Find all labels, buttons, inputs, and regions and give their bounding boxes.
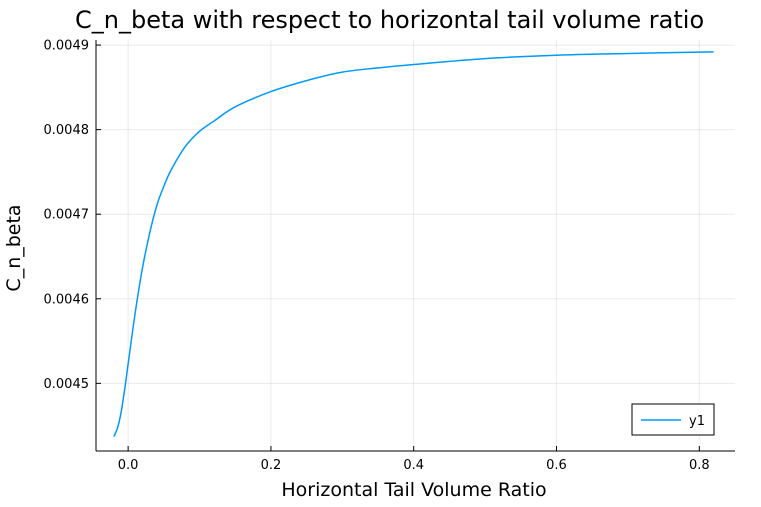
x-tick-label: 0.6 [546, 458, 567, 473]
chart-title: C_n_beta with respect to horizontal tail… [75, 6, 704, 34]
y-tick-label: 0.0045 [44, 377, 90, 392]
series [113, 51, 714, 437]
series-line-y1 [113, 51, 714, 437]
x-axis-label: Horizontal Tail Volume Ratio [281, 479, 546, 501]
x-ticks: 0.0 0.2 0.4 0.6 0.8 [118, 446, 710, 473]
y-tick-label: 0.0047 [44, 208, 90, 223]
x-tick-label: 0.0 [118, 458, 139, 473]
x-tick-label: 0.4 [403, 458, 424, 473]
y-tick-label: 0.0049 [44, 39, 90, 54]
y-axis-label: C_n_beta [3, 204, 25, 291]
x-tick-label: 0.2 [261, 458, 282, 473]
y-ticks: 0.0045 0.0046 0.0047 0.0048 0.0049 [44, 39, 101, 392]
y-tick-label: 0.0048 [44, 123, 90, 138]
legend-label: y1 [689, 414, 705, 429]
x-tick-label: 0.8 [689, 458, 710, 473]
axes [95, 40, 735, 452]
y-tick-label: 0.0046 [44, 292, 90, 307]
legend: y1 [631, 403, 715, 436]
